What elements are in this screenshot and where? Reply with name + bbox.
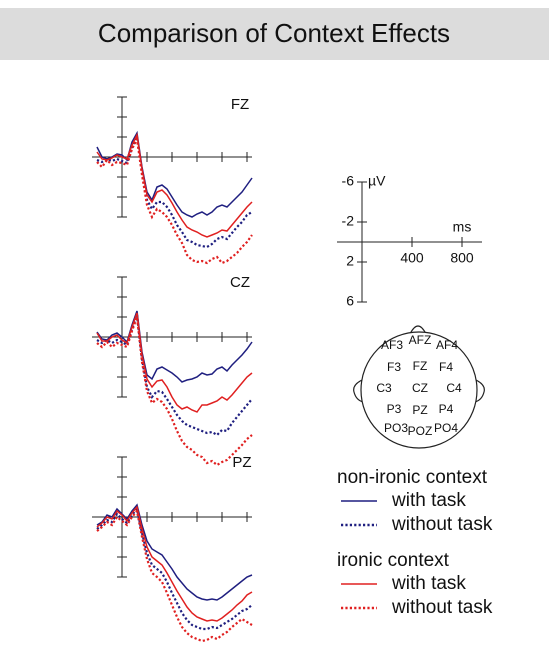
waveform bbox=[96, 133, 253, 249]
legend-label: with task bbox=[391, 573, 466, 594]
legend-label: without task bbox=[391, 597, 493, 618]
electrode-label: FZ bbox=[413, 359, 428, 373]
x-tick-label: 800 bbox=[450, 250, 474, 266]
left-ear bbox=[353, 379, 364, 403]
waveform bbox=[96, 312, 253, 413]
head bbox=[353, 325, 485, 449]
legend-title: non-ironic context bbox=[337, 467, 488, 488]
electrode-label: P3 bbox=[387, 402, 402, 416]
y-tick-label: 6 bbox=[346, 293, 354, 309]
electrode-label: AF3 bbox=[381, 338, 403, 352]
x-tick-label: 400 bbox=[400, 250, 424, 266]
electrode-label: PZ bbox=[412, 403, 427, 417]
y-tick-label: -6 bbox=[342, 173, 355, 189]
waveform bbox=[96, 506, 253, 631]
electrode-label: AF4 bbox=[436, 338, 458, 352]
nose bbox=[409, 325, 427, 335]
y-tick-label: -2 bbox=[342, 213, 355, 229]
electrode-label: F3 bbox=[387, 360, 401, 374]
waveform bbox=[96, 314, 253, 437]
electrode-label: PO3 bbox=[384, 421, 408, 435]
waveform bbox=[96, 310, 253, 383]
panel-label: CZ bbox=[230, 274, 250, 291]
electrode-label: PO4 bbox=[434, 421, 458, 435]
waveform bbox=[96, 508, 253, 643]
panel-label: FZ bbox=[231, 96, 249, 113]
electrode-label: F4 bbox=[439, 360, 453, 374]
electrode-label: CZ bbox=[412, 381, 428, 395]
panel-label: PZ bbox=[232, 454, 251, 471]
waveform bbox=[96, 132, 253, 238]
x-axis-label: ms bbox=[453, 219, 472, 235]
electrode-label: C3 bbox=[376, 381, 392, 395]
right-ear bbox=[474, 379, 485, 403]
y-tick-label: 2 bbox=[346, 253, 354, 269]
electrode-label: P4 bbox=[439, 402, 454, 416]
waveform bbox=[96, 130, 253, 218]
title-bar bbox=[0, 8, 549, 60]
electrode-label: POZ bbox=[408, 424, 433, 438]
legend-title: ironic context bbox=[337, 550, 450, 571]
legend-label: with task bbox=[391, 490, 466, 511]
chart-title: Comparison of Context Effects bbox=[98, 18, 450, 48]
waveform bbox=[96, 505, 253, 622]
y-axis-label: µV bbox=[368, 173, 386, 189]
head-outline bbox=[360, 331, 478, 449]
electrode-label: C4 bbox=[446, 381, 462, 395]
legend-label: without task bbox=[391, 514, 493, 535]
electrode-label: AFZ bbox=[409, 333, 432, 347]
waveform bbox=[96, 316, 253, 467]
